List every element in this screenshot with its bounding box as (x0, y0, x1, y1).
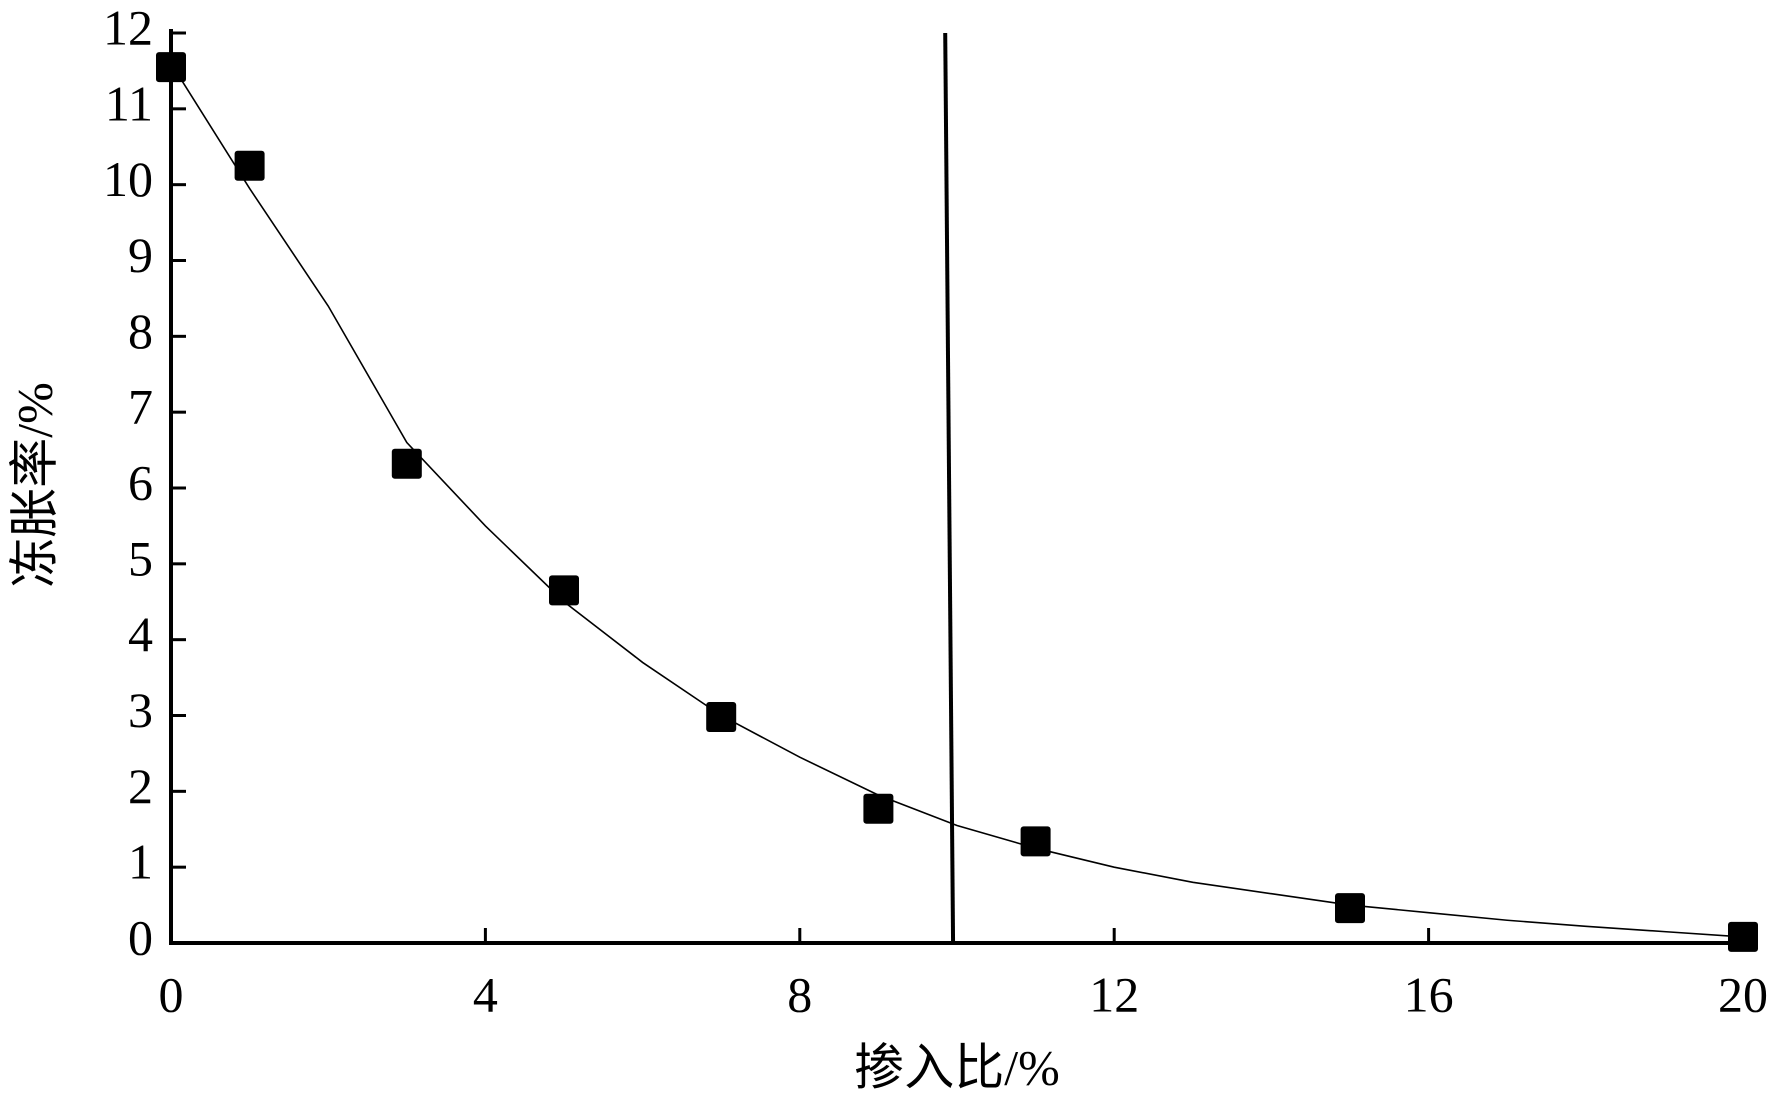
fit-curve (170, 62, 1744, 938)
x-tick-label: 8 (787, 966, 812, 1022)
y-tick-label: 10 (103, 151, 153, 207)
y-tick-label: 4 (128, 606, 153, 662)
data-point (863, 793, 894, 824)
data-point (234, 150, 265, 181)
data-point (706, 702, 737, 733)
x-tick-label: 0 (159, 966, 184, 1022)
data-point (1335, 893, 1365, 924)
x-axis-title: 掺入比/% (854, 1039, 1060, 1095)
x-tick-label: 16 (1404, 966, 1454, 1022)
data-point (156, 52, 186, 83)
y-tick-label: 3 (128, 682, 153, 738)
y-tick-label: 1 (128, 834, 153, 890)
y-tick-label: 5 (128, 530, 153, 586)
x-tick-label: 4 (473, 966, 498, 1022)
data-point (1020, 826, 1051, 857)
y-tick-label: 6 (128, 454, 153, 510)
data-point (549, 575, 579, 606)
y-axis-title: 冻胀率/% (6, 382, 62, 588)
y-tick-label: 7 (128, 379, 153, 435)
reference-line (943, 32, 956, 944)
y-tick-label: 9 (128, 227, 153, 283)
y-tick-label: 2 (128, 758, 153, 814)
x-tick-label: 20 (1718, 966, 1768, 1022)
y-tick-label: 8 (128, 303, 153, 359)
data-point (391, 448, 422, 479)
y-tick-label: 11 (105, 75, 153, 131)
y-tick-label: 0 (128, 909, 153, 965)
y-tick-label: 12 (103, 0, 153, 55)
x-tick-label: 12 (1089, 966, 1139, 1022)
